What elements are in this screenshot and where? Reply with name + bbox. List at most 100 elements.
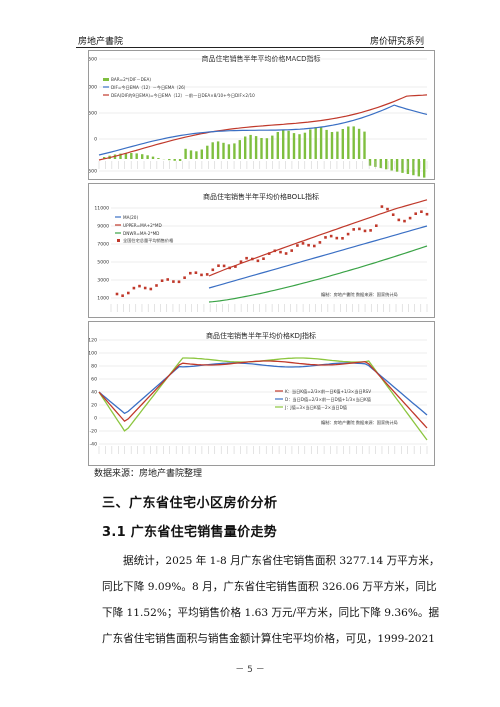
macd-bar (254, 136, 258, 159)
macd-bar (325, 129, 328, 159)
boll-price-point (273, 249, 277, 253)
macd-bar (363, 131, 366, 159)
macd-bar (249, 134, 252, 159)
macd-bar (103, 157, 106, 159)
macd-bar (412, 159, 415, 176)
boll-price-point (189, 271, 192, 275)
macd-bar (178, 159, 182, 161)
boll-price-point (425, 212, 429, 216)
header-right: 房价研究系列 (369, 37, 424, 47)
boll-price-point (363, 229, 367, 233)
y-tick-label: 7000 (97, 242, 109, 248)
kdj-title: 商品住宅销售半年平均价格KDJ指标 (206, 331, 316, 340)
boll-price-point (397, 218, 401, 222)
macd-title: 商品住宅销售半年平均价格MACD指标 (202, 54, 321, 63)
page-number: － 5 － (235, 665, 265, 675)
kdj-legend-k: K：当日K值=2/3×前一日K值+1/3×当日RSV (285, 388, 371, 395)
boll-price-point (335, 236, 339, 240)
boll-price-point (177, 280, 181, 284)
boll-price-point (380, 205, 384, 208)
boll-price-point (245, 256, 248, 260)
macd-bar (195, 151, 198, 159)
boll-legend-dn: DNWR=MA-2*MD (123, 231, 159, 236)
boll-price-point (138, 284, 141, 288)
y-tick-label: 60 (91, 377, 97, 383)
macd-legend: BAR=2*(DIF－DEA) DIF=今日EMA（12）－今日EMA（26） … (103, 77, 255, 99)
kdj-chart-svg: 商品住宅销售半年平均价格KDJ指标 120100806040200-20-40 … (89, 331, 428, 454)
kdj-legend: K：当日K值=2/3×前一日K值+1/3×当日RSV D：当日D值=2/3×前一… (275, 388, 371, 411)
y-tick-label: 3000 (97, 278, 109, 284)
boll-legend: MA(20) UPPER=MA+2*MD DNWR=MA-2*MD 全国住宅总量… (115, 215, 174, 244)
kdj-j-line (98, 357, 428, 441)
macd-bar (368, 159, 372, 166)
paragraph-line: 下降 11.52%；平均销售价格 1.63 万元/平方米，同比下降 9.36%。… (102, 607, 440, 619)
boll-price-point (172, 280, 175, 283)
y-tick-label: 20 (91, 403, 97, 409)
boll-price-point (375, 224, 378, 227)
boll-price-point (279, 250, 282, 254)
boll-dn-line (208, 245, 428, 303)
macd-bar (206, 145, 209, 159)
macd-legend-dea: DEA(DIF的9日EMA)=今日EMA（12）－前一日DEA×8/10+今日D… (111, 92, 255, 99)
macd-bar (395, 159, 399, 172)
boll-price-point (296, 244, 299, 247)
y-tick-label: 1,500 (89, 57, 97, 63)
boll-price-point (414, 212, 417, 215)
macd-bar (135, 153, 138, 159)
macd-bar (417, 159, 420, 177)
boll-price-point (200, 273, 203, 277)
macd-bar (184, 148, 187, 159)
body-paragraph: 据统计，2025 年 1-8 月广东省住宅销售面积 3277.14 万平方米， … (102, 548, 440, 652)
y-tick-label: 5000 (97, 260, 109, 266)
boll-legend-price: 全国住宅总量平均销售价格 (123, 237, 174, 244)
boll-price-point (284, 252, 288, 255)
macd-bar (347, 126, 350, 159)
y-tick-label: 100 (89, 351, 97, 357)
y-tick-label: 11000 (94, 206, 109, 212)
y-tick-label: -20 (89, 429, 97, 435)
macd-bar (265, 138, 269, 159)
macd-bar (173, 159, 176, 161)
macd-bar (385, 159, 388, 170)
boll-price-point (155, 284, 158, 287)
boll-price-point (313, 244, 316, 248)
macd-bar (282, 130, 285, 159)
boll-price-point (262, 257, 265, 260)
kdj-legend-j: J：J值=3×当日K值－2×当日D值 (284, 404, 347, 411)
boll-price-point (183, 276, 186, 279)
boll-price-point (324, 236, 327, 239)
macd-bar (352, 126, 355, 159)
figure-source: 数据来源：房地产書院整理 (94, 469, 203, 479)
macd-bar (401, 159, 404, 173)
boll-price-point (160, 279, 164, 282)
kdj-legend-d: D：当日D值=2/3×前一日D值+1/3×当日K值 (285, 396, 371, 403)
subsection-title: 3.1 广东省住宅销售量价走势 (102, 525, 278, 540)
boll-price-point (194, 271, 198, 274)
macd-bar (141, 154, 144, 159)
macd-bar (271, 135, 274, 159)
macd-bar (130, 153, 133, 159)
y-tick-label: -40 (89, 442, 97, 448)
macd-bar (379, 159, 382, 169)
boll-price-point (115, 292, 119, 296)
macd-bar (309, 129, 312, 159)
kdj-note: 编制：房地产書院 数据来源：国家统计局 (321, 419, 398, 426)
macd-bar (336, 131, 339, 159)
macd-bar (341, 129, 344, 159)
boll-price-point (217, 264, 220, 267)
y-tick-label: 120 (89, 338, 97, 344)
boll-price-point (307, 243, 310, 247)
paragraph-line: 广东省住宅销售面积与销售金额计算住宅平均价格，可见，1999-2021 (102, 633, 435, 645)
macd-bar (292, 133, 296, 159)
boll-price-point (391, 213, 395, 216)
macd-bar (119, 153, 122, 159)
boll-price-point (346, 232, 350, 236)
macd-bar (200, 149, 203, 159)
boll-price-point (166, 278, 169, 281)
boll-price-point (234, 265, 237, 268)
boll-price-point (403, 219, 406, 223)
paragraph-line: 同比下降 9.09%。8 月，广东省住宅销售面积 326.06 万平方米，同比 (102, 581, 437, 593)
boll-price-point (222, 264, 226, 268)
boll-price-point (143, 286, 147, 290)
kdj-k-line (98, 360, 428, 429)
